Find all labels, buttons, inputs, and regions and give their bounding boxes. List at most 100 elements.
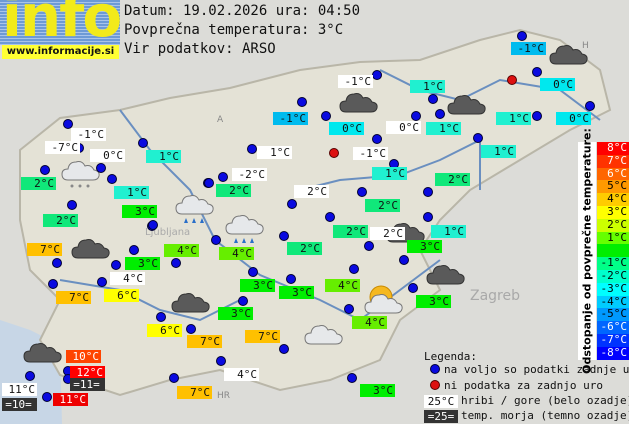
station-dot[interactable] [129, 245, 139, 255]
city-label-zagreb: Zagreb [470, 288, 520, 304]
mountain-temp-label: 11°C [2, 383, 37, 396]
station-dot-missing[interactable] [507, 75, 517, 85]
mountain-temp-label: -7°C [45, 141, 80, 154]
station-dot[interactable] [40, 165, 50, 175]
station-dot[interactable] [286, 274, 296, 284]
scale-title-text: Odstopanje od povprečne temperature: [580, 128, 594, 374]
station-dot[interactable] [216, 356, 226, 366]
station-dot[interactable] [148, 220, 158, 230]
station-dot[interactable] [408, 283, 418, 293]
station-dot-missing[interactable] [329, 148, 339, 158]
station-dot[interactable] [248, 267, 258, 277]
scale-step: -1°C [597, 256, 629, 270]
scale-step: 7°C [597, 154, 629, 168]
station-dot[interactable] [585, 101, 595, 111]
sea-temp-label: =11= [70, 378, 105, 391]
mountain-temp-label: 2°C [294, 185, 329, 198]
station-dot[interactable] [111, 260, 121, 270]
station-dot[interactable] [211, 235, 221, 245]
station-dot[interactable] [63, 119, 73, 129]
station-dot[interactable] [204, 178, 214, 188]
station-dot[interactable] [357, 187, 367, 197]
station-dot[interactable] [52, 258, 62, 268]
scale-step: 4°C [597, 192, 629, 206]
station-dot[interactable] [169, 373, 179, 383]
mountain-temp-label: -1°C [71, 128, 106, 141]
station-dot[interactable] [532, 67, 542, 77]
station-dot[interactable] [364, 241, 374, 251]
station-dot[interactable] [347, 373, 357, 383]
station-dot[interactable] [279, 231, 289, 241]
scale-step: -3°C [597, 282, 629, 296]
station-dot[interactable] [428, 94, 438, 104]
station-dot[interactable] [423, 187, 433, 197]
station-dot[interactable] [107, 174, 117, 184]
station-temp-label: -1°C [511, 42, 546, 55]
station-dot[interactable] [279, 344, 289, 354]
country-label-h: H [582, 41, 589, 51]
mountain-temp-label: -1°C [353, 147, 388, 160]
scale-step: -6°C [597, 320, 629, 334]
station-temp-label: 2°C [216, 184, 251, 197]
cloud-snow-icon [60, 158, 102, 196]
station-dot[interactable] [349, 264, 359, 274]
station-dot[interactable] [517, 31, 527, 41]
station-dot[interactable] [287, 199, 297, 209]
avg-temp-line: Povprečna temperatura: 3°C [124, 22, 344, 38]
mountain-temp-label: -1°C [338, 75, 373, 88]
mountain-temp-label: 0°C [386, 121, 421, 134]
scale-step: -4°C [597, 295, 629, 309]
station-dot[interactable] [372, 134, 382, 144]
cloud-icon [338, 90, 380, 128]
station-temp-label: 7°C [27, 243, 62, 256]
station-dot[interactable] [97, 277, 107, 287]
station-dot[interactable] [25, 371, 35, 381]
cloud-rain-icon [224, 212, 266, 250]
mountain-temp-label: 1°C [257, 146, 292, 159]
station-dot[interactable] [297, 97, 307, 107]
station-dot[interactable] [473, 133, 483, 143]
station-temp-label: 1°C [481, 145, 516, 158]
station-temp-label: 3°C [122, 205, 157, 218]
station-temp-label: 1°C [426, 122, 461, 135]
station-temp-label: 7°C [187, 335, 222, 348]
station-dot[interactable] [247, 144, 257, 154]
logo[interactable]: info [0, 0, 120, 45]
country-label-a: A [217, 115, 224, 125]
station-temp-label: 2°C [365, 199, 400, 212]
station-dot[interactable] [411, 111, 421, 121]
station-dot[interactable] [325, 212, 335, 222]
station-dot[interactable] [435, 109, 445, 119]
station-dot[interactable] [321, 111, 331, 121]
station-dot[interactable] [96, 163, 106, 173]
scale-step: 6°C [597, 167, 629, 181]
station-dot[interactable] [399, 255, 409, 265]
station-dot[interactable] [423, 212, 433, 222]
station-dot[interactable] [218, 172, 228, 182]
sea-sample: =25= [424, 409, 458, 423]
logo-text: info [2, 0, 120, 45]
station-dot[interactable] [48, 279, 58, 289]
cloud-icon [425, 262, 467, 300]
mountain-temp-label: -2°C [232, 168, 267, 181]
station-temp-label: 3°C [240, 279, 275, 292]
station-dot[interactable] [344, 304, 354, 314]
mountain-temp-label: 0°C [90, 149, 125, 162]
cloud-icon [170, 290, 212, 328]
site-link[interactable]: www.informacije.si [2, 45, 119, 59]
station-dot[interactable] [532, 111, 542, 121]
mountain-temp-label: 4°C [224, 368, 259, 381]
station-dot[interactable] [67, 200, 77, 210]
station-temp-label: 6°C [104, 289, 139, 302]
station-dot[interactable] [186, 324, 196, 334]
station-temp-label: 3°C [125, 257, 160, 270]
station-dot[interactable] [138, 138, 148, 148]
station-dot[interactable] [42, 392, 52, 402]
cloud-light-icon [303, 322, 345, 360]
station-dot[interactable] [238, 296, 248, 306]
station-temp-label: 0°C [540, 78, 575, 91]
legend-mountain-text: hribi / gore (belo ozadje) [461, 394, 629, 407]
station-dot[interactable] [372, 70, 382, 80]
station-dot[interactable] [171, 258, 181, 268]
station-dot[interactable] [156, 312, 166, 322]
